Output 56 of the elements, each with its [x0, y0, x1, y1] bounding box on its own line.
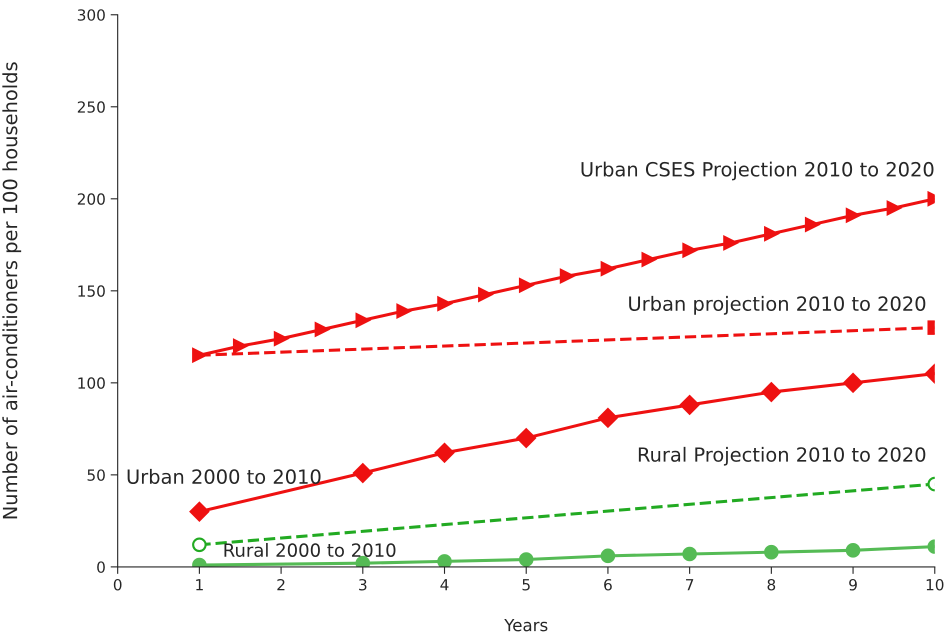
point [600, 261, 616, 276]
x-tick-label: 7 [686, 579, 694, 590]
series-label: Urban 2000 to 2010 [128, 468, 321, 484]
point [356, 312, 370, 328]
x-axis-title: Years [504, 618, 548, 632]
point [434, 442, 454, 463]
point [352, 463, 373, 483]
y-axis-title: Number of air-conditioners per 100 households [2, 62, 22, 518]
point [598, 408, 618, 428]
point [804, 217, 820, 232]
point [641, 252, 656, 267]
point [761, 382, 782, 402]
y-tick-label: 300 [78, 9, 105, 21]
x-tick-label: 2 [277, 578, 284, 590]
point [516, 428, 536, 448]
x-tick-label: 9 [849, 578, 857, 591]
point [190, 502, 210, 522]
x-tick-label: 10 [926, 578, 944, 591]
x-tick-label: 6 [604, 578, 612, 591]
point [846, 208, 860, 223]
y-tick-label: 100 [78, 377, 105, 389]
point [518, 278, 534, 293]
point [314, 322, 330, 337]
point [437, 554, 452, 567]
point [682, 243, 697, 258]
series-label: Rural Projection 2010 to 2020 [638, 446, 926, 466]
y-tick-label: 200 [78, 193, 105, 205]
point [843, 372, 863, 393]
x-tick-label: 3 [359, 578, 366, 591]
point [764, 226, 779, 242]
series-label: Rural 2000 to 2010 [224, 542, 396, 557]
x-tick-label: 4 [440, 579, 449, 590]
point [846, 543, 860, 558]
point [274, 331, 288, 346]
series-label: Urban projection 2010 to 2020 [629, 296, 926, 315]
point [396, 304, 411, 318]
y-tick-label: 250 [78, 101, 105, 113]
x-tick-label: 8 [768, 578, 776, 591]
x-tick-label: 5 [522, 579, 530, 591]
y-tick-label: 50 [88, 469, 105, 481]
y-tick-label: 0 [97, 561, 105, 573]
point [680, 395, 700, 415]
series-label: Urban CSES Projection 2010 to 2020 [582, 162, 934, 180]
x-tick-label: 1 [196, 579, 203, 590]
point [560, 268, 574, 284]
point [232, 338, 248, 354]
point [437, 296, 452, 312]
x-tick-label: 0 [114, 578, 122, 591]
point [764, 544, 779, 560]
point [478, 287, 493, 302]
point [518, 552, 534, 567]
point [682, 546, 697, 562]
point [723, 236, 738, 250]
y-tick-label: 150 [78, 285, 105, 297]
point [886, 200, 902, 216]
point [600, 548, 616, 564]
